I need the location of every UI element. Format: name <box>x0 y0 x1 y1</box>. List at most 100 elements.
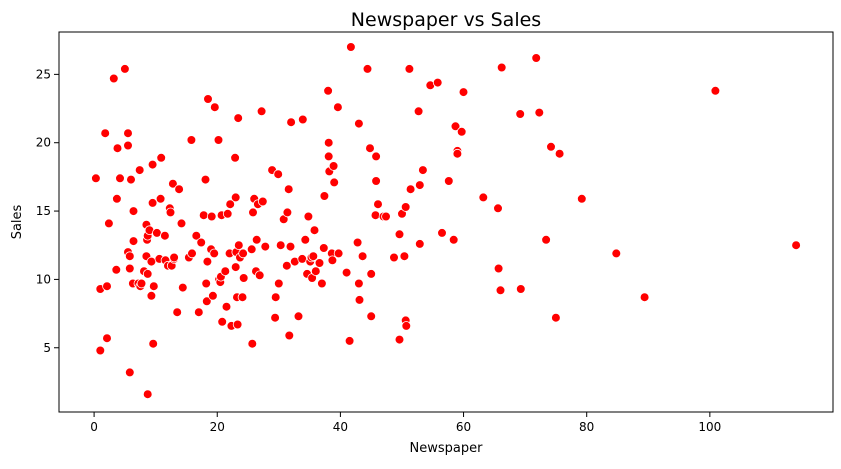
data-point <box>147 198 158 208</box>
data-point <box>323 86 333 96</box>
data-point <box>399 251 410 262</box>
data-point <box>791 240 801 251</box>
data-point <box>115 173 125 184</box>
data-point <box>515 284 526 294</box>
data-point <box>206 211 217 222</box>
y-axis-ticks: 5 10 15 20 25 <box>36 67 59 355</box>
data-point <box>333 102 343 112</box>
data-point <box>611 248 622 259</box>
data-point <box>234 240 244 251</box>
data-point <box>283 184 294 195</box>
data-point <box>576 194 587 204</box>
data-point <box>273 278 284 289</box>
data-point <box>125 251 135 262</box>
data-point <box>251 235 262 245</box>
data-point <box>160 230 170 241</box>
y-tick-label: 5 <box>43 341 51 355</box>
data-point <box>222 209 233 219</box>
data-point <box>270 292 281 303</box>
data-point <box>112 194 122 204</box>
data-point <box>256 106 267 117</box>
data-point <box>198 210 209 221</box>
data-point <box>232 319 243 330</box>
data-point <box>146 290 157 301</box>
data-point <box>142 269 153 279</box>
x-tick-label: 80 <box>579 420 594 434</box>
data-point <box>191 230 202 241</box>
data-point <box>186 135 197 145</box>
data-point <box>554 148 565 159</box>
data-point <box>452 148 463 159</box>
data-point <box>120 64 130 74</box>
data-point <box>389 252 399 263</box>
data-point <box>373 199 383 210</box>
data-point <box>208 290 218 301</box>
data-point <box>285 241 296 252</box>
data-point <box>102 333 112 344</box>
data-point <box>248 207 258 218</box>
data-point <box>210 102 220 112</box>
data-point <box>282 207 293 218</box>
data-point <box>91 173 101 184</box>
data-point <box>254 270 265 281</box>
data-point <box>213 135 224 145</box>
data-point <box>413 106 424 117</box>
data-point <box>329 177 340 188</box>
data-point <box>328 161 339 171</box>
y-axis-label: Sales <box>10 204 25 239</box>
data-point <box>281 260 292 271</box>
data-point <box>546 142 556 152</box>
data-point <box>405 184 416 195</box>
data-point <box>495 285 506 296</box>
data-point <box>310 266 321 277</box>
data-point <box>401 321 412 331</box>
data-point <box>286 117 296 127</box>
data-point <box>273 169 284 180</box>
data-point <box>95 345 106 356</box>
data-point <box>515 109 525 119</box>
data-point <box>178 282 188 293</box>
x-axis-label: Newspaper <box>410 441 484 456</box>
data-point <box>354 278 364 289</box>
x-tick-label: 40 <box>333 420 348 434</box>
data-point <box>237 292 248 303</box>
y-tick-label: 15 <box>36 204 51 218</box>
data-point <box>309 225 320 236</box>
data-point <box>147 159 158 170</box>
data-point <box>125 367 135 378</box>
data-point <box>112 143 123 154</box>
data-point <box>323 137 334 148</box>
data-point <box>478 192 489 203</box>
data-point <box>200 174 211 185</box>
data-point <box>270 312 280 323</box>
data-point <box>125 263 135 274</box>
data-point <box>443 176 454 186</box>
data-point <box>174 184 184 195</box>
data-point <box>217 316 228 327</box>
data-point <box>317 278 327 289</box>
data-point <box>541 235 551 245</box>
x-tick-label: 0 <box>90 420 98 434</box>
data-point <box>314 258 325 268</box>
data-point <box>168 178 178 189</box>
data-point <box>370 210 381 221</box>
data-point <box>354 295 365 305</box>
data-point <box>221 301 232 312</box>
data-point <box>142 389 153 400</box>
data-point <box>448 235 459 245</box>
x-tick-label: 20 <box>210 420 225 434</box>
data-point <box>710 86 721 96</box>
data-point <box>400 202 411 212</box>
data-point <box>333 248 344 259</box>
data-point <box>275 240 286 251</box>
data-point <box>300 235 311 245</box>
data-point <box>187 248 197 259</box>
data-point <box>456 127 467 137</box>
data-point <box>123 128 133 139</box>
data-point <box>318 243 329 253</box>
data-point <box>123 140 133 151</box>
data-point <box>458 87 469 97</box>
x-axis-ticks: 0 20 40 60 80 100 <box>90 412 721 434</box>
data-point <box>149 281 159 292</box>
